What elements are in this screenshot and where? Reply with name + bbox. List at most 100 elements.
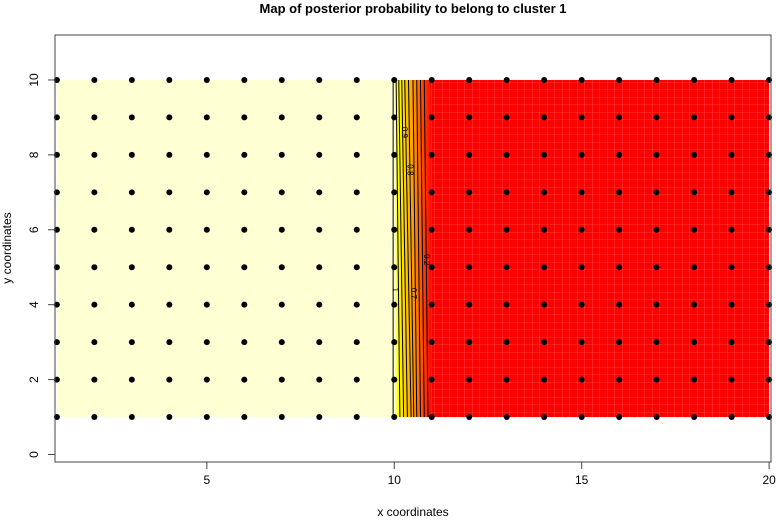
grid-point	[391, 114, 398, 121]
grid-point	[391, 151, 398, 158]
grid-point	[616, 189, 623, 196]
grid-point	[728, 376, 735, 383]
grid-point	[203, 151, 210, 158]
grid-point	[316, 339, 323, 346]
grid-point	[466, 226, 473, 233]
grid-point	[203, 264, 210, 271]
grid-point	[353, 339, 360, 346]
grid-point	[166, 76, 173, 83]
contour-lines: 1 0.9 0.8 0.7 0.2	[391, 79, 431, 418]
grid-point	[278, 264, 285, 271]
grid-point	[128, 76, 135, 83]
grid-point	[316, 264, 323, 271]
grid-point	[428, 264, 435, 271]
grid-point	[653, 189, 660, 196]
grid-point	[428, 339, 435, 346]
contour-line-0.3	[416, 79, 421, 418]
grid-point	[278, 114, 285, 121]
grid-point	[128, 151, 135, 158]
grid-point	[241, 339, 248, 346]
contour-line-0.6	[404, 79, 412, 418]
grid-point	[391, 226, 398, 233]
grid-point	[691, 76, 698, 83]
grid-point	[616, 226, 623, 233]
y-tick-label: 0	[27, 451, 41, 458]
grid-point	[316, 414, 323, 421]
y-tick-label: 8	[27, 151, 41, 158]
grid-point	[503, 226, 510, 233]
grid-point	[128, 414, 135, 421]
y-tick-label: 4	[27, 301, 41, 308]
x-tick-label: 15	[575, 473, 589, 487]
grid-point	[278, 151, 285, 158]
grid-point	[166, 264, 173, 271]
grid-point	[728, 339, 735, 346]
grid-point	[728, 189, 735, 196]
grid-point	[653, 76, 660, 83]
grid-point	[541, 189, 548, 196]
contour-label: 1	[391, 287, 400, 292]
grid-point	[428, 226, 435, 233]
grid-point	[728, 151, 735, 158]
grid-point	[728, 226, 735, 233]
grid-point	[653, 226, 660, 233]
contour-line-0.1	[423, 79, 429, 418]
grid-point	[653, 376, 660, 383]
grid-point	[91, 76, 98, 83]
contour-line-0.8	[398, 79, 405, 418]
grid-point	[653, 301, 660, 308]
grid-point	[316, 76, 323, 83]
grid-point	[128, 189, 135, 196]
grid-point	[128, 114, 135, 121]
grid-point	[466, 151, 473, 158]
grid-point	[241, 151, 248, 158]
grid-point	[728, 414, 735, 421]
grid-point	[616, 301, 623, 308]
grid-point	[353, 189, 360, 196]
grid-point	[691, 376, 698, 383]
contour-label: 0.8	[405, 164, 414, 176]
grid-point	[353, 114, 360, 121]
grid-point	[241, 189, 248, 196]
grid-point	[428, 76, 435, 83]
grid-point	[91, 339, 98, 346]
grid-point	[503, 414, 510, 421]
grid-point	[203, 114, 210, 121]
contour-line-0.4	[412, 79, 418, 418]
grid-point	[578, 376, 585, 383]
grid-point	[653, 339, 660, 346]
grid-point	[316, 226, 323, 233]
grid-point	[616, 114, 623, 121]
contour-line-0.5	[408, 79, 415, 418]
grid-point	[316, 151, 323, 158]
grid-point	[653, 114, 660, 121]
grid-point	[128, 226, 135, 233]
grid-point	[541, 414, 548, 421]
grid-point	[428, 376, 435, 383]
grid-point	[578, 189, 585, 196]
grid-point	[428, 301, 435, 308]
grid-point	[391, 76, 398, 83]
grid-point	[503, 189, 510, 196]
grid-point	[91, 264, 98, 271]
grid-point	[353, 414, 360, 421]
grid-point	[166, 376, 173, 383]
grid-point	[241, 114, 248, 121]
grid-point	[353, 76, 360, 83]
grid-point	[728, 301, 735, 308]
grid-point	[316, 114, 323, 121]
grid-point	[128, 339, 135, 346]
grid-point	[503, 76, 510, 83]
grid-point	[353, 151, 360, 158]
grid-point	[503, 264, 510, 271]
grid-point	[278, 414, 285, 421]
grid-point	[428, 151, 435, 158]
contour-line-0.9	[395, 79, 401, 418]
grid-point	[128, 264, 135, 271]
grid-point	[203, 226, 210, 233]
y-tick-label: 6	[27, 226, 41, 233]
contour-label: 0.2	[422, 254, 431, 266]
grid-point	[166, 151, 173, 158]
grid-point	[578, 226, 585, 233]
grid-point	[503, 114, 510, 121]
